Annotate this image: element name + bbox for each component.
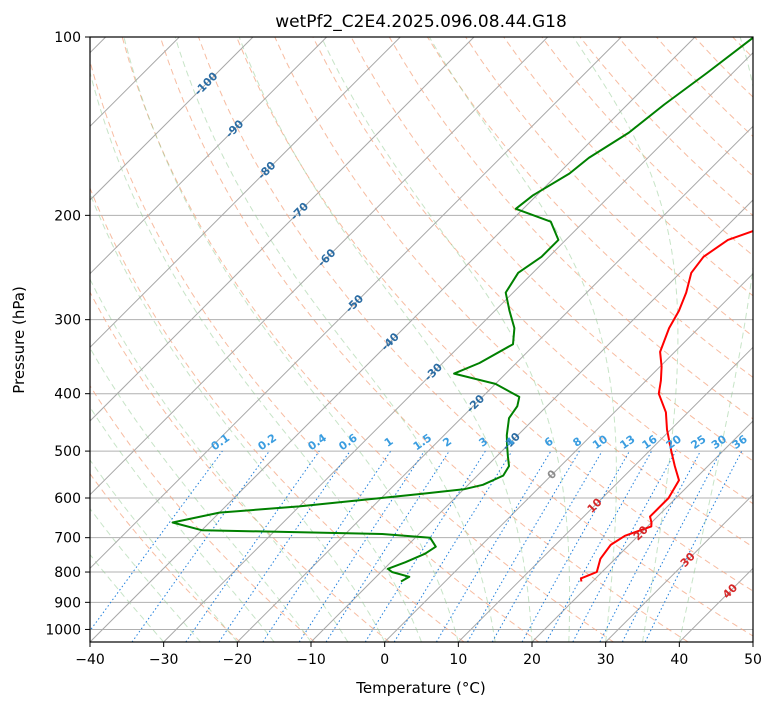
mixing-ratio-line (131, 450, 270, 642)
plot-frame (89, 36, 754, 643)
mixing-ratio-line (218, 450, 351, 642)
x-tick-label: −10 (296, 652, 326, 668)
moist-adiabat (320, 37, 571, 642)
isotherm-line (384, 272, 753, 642)
moist-adiabat (572, 37, 679, 642)
dry-adiabat (465, 37, 753, 338)
x-tick-label: 20 (523, 652, 541, 668)
dewpoint-trace (171, 37, 753, 583)
moist-adiabat (428, 37, 617, 642)
moist-adiabat (238, 37, 533, 642)
y-tick-label: 200 (54, 208, 81, 224)
mixing-ratio-line (90, 450, 223, 632)
y-tick-label: 900 (54, 595, 81, 611)
dry-adiabat (90, 59, 540, 642)
dry-adiabat (426, 37, 753, 378)
moist-adiabat (90, 70, 422, 642)
mixing-ratio-line (644, 450, 743, 642)
mixing-ratio-line (393, 450, 513, 642)
moist-adiabat (678, 37, 753, 642)
dry-adiabat (90, 384, 316, 642)
x-axis-label: Temperature (°C) (355, 679, 485, 697)
y-tick-label: 800 (54, 565, 81, 581)
dry-adiabat (90, 291, 390, 642)
y-axis-label: Pressure (hPa) (10, 286, 28, 394)
y-tick-label: 400 (54, 387, 81, 403)
y-tick-label: 100 (54, 30, 81, 46)
moist-adiabat (90, 406, 275, 642)
isotherm-line (531, 420, 753, 642)
isotherm-line (90, 37, 328, 275)
x-tick-label: 30 (597, 652, 615, 668)
dry-adiabat (121, 37, 614, 642)
moist-adiabat (123, 37, 459, 642)
moist-adiabats (90, 37, 753, 642)
profile-traces (171, 37, 753, 583)
mixing-ratio-line (572, 450, 677, 642)
y-axis-ticks: 100 200 300 400 500 600 700 800 900 1000 (45, 30, 90, 638)
temperature-trace (579, 229, 753, 582)
dry-adiabat (274, 37, 753, 548)
isotherm-line (90, 37, 549, 496)
dry-adiabat (312, 37, 753, 505)
isotherm-line (90, 37, 475, 422)
y-tick-label: 700 (54, 531, 81, 547)
isotherm-line (457, 346, 753, 642)
y-tick-label: 300 (54, 313, 81, 329)
x-tick-label: −20 (223, 652, 253, 668)
x-tick-label: −40 (75, 652, 105, 668)
dry-adiabat (236, 37, 753, 592)
x-axis-ticks: −40 −30 −20 −10 0 10 20 30 40 50 (75, 642, 762, 668)
isotherm-line (310, 199, 753, 642)
x-tick-label: −30 (149, 652, 179, 668)
isotherm-line (236, 125, 753, 642)
dry-adiabat (350, 37, 753, 462)
mixing-ratio-line (262, 450, 392, 642)
isotherm-line (163, 51, 753, 642)
isotherm-line (90, 37, 254, 201)
mixing-ratio-lines (90, 450, 743, 642)
mixing-ratio-line (298, 450, 425, 642)
mixing-ratio-line (521, 450, 630, 642)
isotherm-line (90, 37, 696, 642)
mixing-ratio-line (185, 450, 320, 642)
dry-adiabat (503, 37, 753, 297)
dry-adiabat (90, 186, 465, 642)
mixing-ratio-line (325, 450, 450, 642)
dry-adiabat (388, 37, 753, 420)
isotherm-line (605, 493, 753, 642)
chart-title: wetPf2_C2E4.2025.096.08.44.G18 (275, 12, 567, 32)
moist-adiabat (90, 459, 238, 642)
y-tick-label: 500 (54, 444, 81, 460)
x-tick-label: 50 (744, 652, 762, 668)
isotherm-line (90, 37, 401, 349)
moist-adiabat (90, 192, 386, 642)
dry-adiabat (90, 472, 241, 642)
moist-adiabat (90, 553, 165, 642)
x-tick-label: 40 (670, 652, 688, 668)
moist-adiabat (90, 278, 349, 642)
moist-adiabat (174, 37, 496, 642)
y-tick-label: 600 (54, 491, 81, 507)
moist-adiabat (90, 507, 201, 642)
isotherm-line (90, 37, 622, 570)
y-tick-label: 1000 (45, 622, 81, 638)
x-tick-label: 10 (449, 652, 467, 668)
isotherms (90, 37, 753, 642)
mixing-ratio-line (545, 450, 653, 642)
x-tick-label: 0 (380, 652, 389, 668)
